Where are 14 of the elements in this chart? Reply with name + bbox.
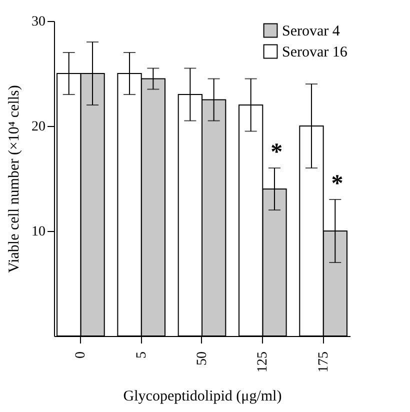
x-axis-title: Glycopeptidolipid (μg/ml) (123, 388, 282, 404)
y-axis-title: Viable cell number (×10⁴ cells) (6, 85, 22, 273)
y-tick-label: 10 (32, 224, 46, 240)
y-tick-label: 20 (32, 120, 46, 134)
x-tick-label: 5 (134, 352, 150, 358)
x-tick-label: 0 (74, 352, 89, 358)
annotation: * (270, 139, 283, 166)
legend-label: Serovar 4 (282, 24, 340, 40)
x-tick-label: 50 (195, 352, 210, 366)
legend-label: Serovar 16 (282, 44, 348, 60)
y-tick-label: 30 (32, 14, 46, 30)
x-tick-label: 125 (256, 352, 271, 372)
x-tick-label: 175 (316, 352, 332, 372)
annotation: * (331, 170, 344, 197)
